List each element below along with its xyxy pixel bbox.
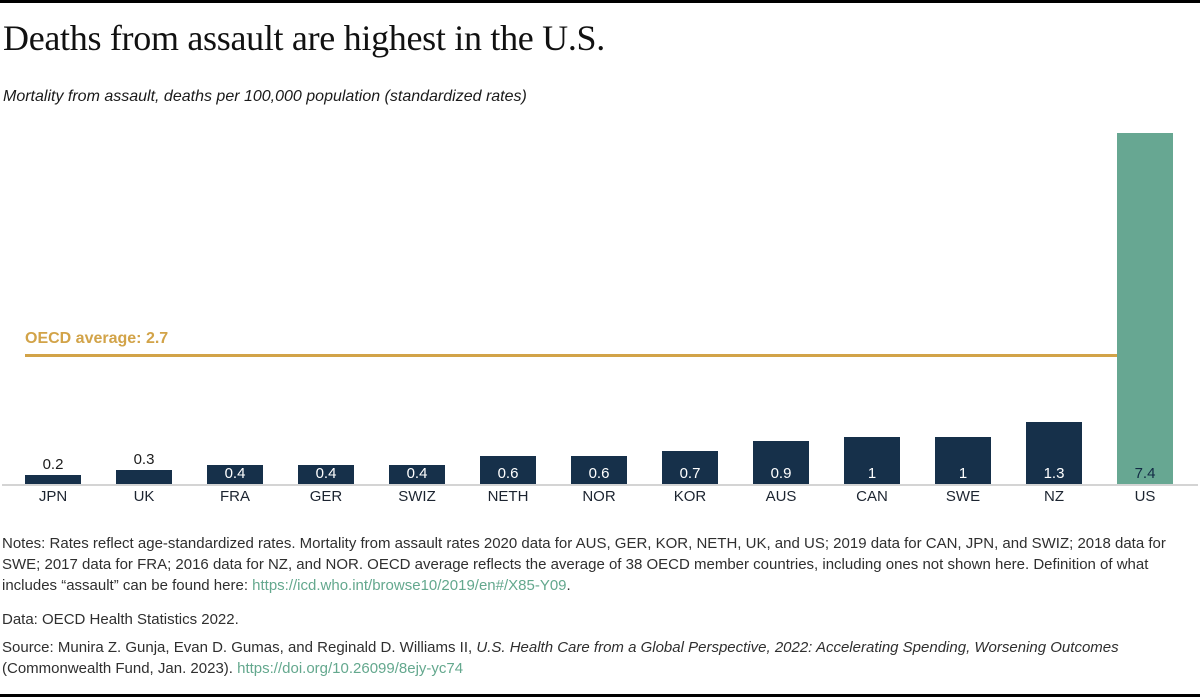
bar-nz: 1.3 bbox=[1026, 422, 1082, 484]
notes-paragraph: Notes: Rates reflect age-standardized ra… bbox=[2, 533, 1197, 596]
bar-swe: 1 bbox=[935, 436, 991, 484]
oecd-average-label: OECD average: 2.7 bbox=[25, 330, 169, 347]
x-axis-label-nor: NOR bbox=[582, 488, 616, 505]
oecd-average-line bbox=[25, 354, 1145, 357]
bar-can: 1 bbox=[844, 436, 900, 484]
bar-swiz: 0.4 bbox=[389, 465, 445, 484]
bar-value-label: 0.2 bbox=[42, 455, 64, 473]
source-paragraph: Source: Munira Z. Gunja, Evan D. Gumas, … bbox=[2, 637, 1197, 679]
x-axis-label-jpn: JPN bbox=[38, 488, 68, 505]
bar-value-label: 1 bbox=[958, 465, 968, 482]
bar-value-label: 0.6 bbox=[588, 465, 610, 482]
bar-kor: 0.7 bbox=[662, 450, 718, 484]
x-axis-label-fra: FRA bbox=[220, 488, 250, 505]
bar-ger: 0.4 bbox=[298, 465, 354, 484]
chart-title: Deaths from assault are highest in the U… bbox=[3, 18, 605, 58]
bar-value-label: 0.7 bbox=[679, 465, 701, 482]
bar-us: 7.4 bbox=[1117, 132, 1173, 484]
x-axis-labels: JPN UK FRA GER SWIZ NETH NOR KOR AUS CAN SWE NZ US bbox=[0, 488, 1200, 508]
notes-suffix: . bbox=[566, 577, 571, 594]
bar-uk: 0.3 bbox=[116, 451, 172, 484]
bar-value-label: 0.6 bbox=[497, 465, 519, 482]
bar-value-label: 7.4 bbox=[1134, 465, 1156, 482]
x-axis-label-uk: UK bbox=[133, 488, 155, 505]
source-doi-link[interactable]: https://doi.org/10.26099/8ejy-yc74 bbox=[237, 660, 464, 677]
x-axis-line bbox=[2, 484, 1198, 486]
x-axis-label-can: CAN bbox=[856, 488, 888, 505]
top-border-rule bbox=[0, 0, 1200, 3]
bar-value-label: 0.4 bbox=[315, 465, 337, 482]
source-report-title: U.S. Health Care from a Global Perspecti… bbox=[476, 639, 1119, 656]
x-axis-label-nz: NZ bbox=[1044, 488, 1064, 505]
x-axis-label-us: US bbox=[1134, 488, 1156, 505]
x-axis-label-swiz: SWIZ bbox=[398, 488, 436, 505]
bar-aus: 0.9 bbox=[753, 441, 809, 484]
notes-link[interactable]: https://icd.who.int/browse10/2019/en#/X8… bbox=[252, 577, 567, 594]
x-axis-label-neth: NETH bbox=[487, 488, 529, 505]
bar-jpn: 0.2 bbox=[25, 456, 81, 484]
bar-value-label: 0.4 bbox=[406, 465, 428, 482]
x-axis-label-ger: GER bbox=[309, 488, 343, 505]
source-publisher: (Commonwealth Fund, Jan. 2023). bbox=[2, 660, 238, 677]
x-axis-label-swe: SWE bbox=[945, 488, 981, 505]
bar-nor: 0.6 bbox=[571, 455, 627, 484]
bar-chart: OECD average: 2.7 0.2 0.3 0.4 0.4 0.4 0.6 0.6 0… bbox=[0, 120, 1200, 486]
x-axis-label-kor: KOR bbox=[673, 488, 707, 505]
bar-neth: 0.6 bbox=[480, 455, 536, 484]
x-axis-label-aus: AUS bbox=[765, 488, 797, 505]
bottom-border-rule bbox=[0, 694, 1200, 697]
notes-text: Notes: Rates reflect age-standardized ra… bbox=[2, 535, 1166, 594]
bar-value-label: 0.4 bbox=[224, 465, 246, 482]
bar-value-label: 1.3 bbox=[1043, 465, 1065, 482]
bar-value-label: 1 bbox=[867, 465, 877, 482]
chart-subtitle: Mortality from assault, deaths per 100,0… bbox=[3, 88, 527, 105]
source-text: Source: Munira Z. Gunja, Evan D. Gumas, … bbox=[2, 639, 477, 656]
bar-fra: 0.4 bbox=[207, 465, 263, 484]
bar-value-label: 0.3 bbox=[133, 450, 155, 468]
data-credit: Data: OECD Health Statistics 2022. bbox=[2, 611, 239, 628]
bar-value-label: 0.9 bbox=[770, 465, 792, 482]
